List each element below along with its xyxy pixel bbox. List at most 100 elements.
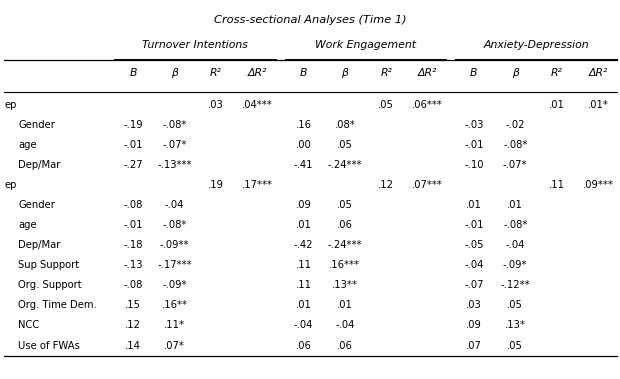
Text: -.07*: -.07* <box>503 160 528 170</box>
Text: .06: .06 <box>337 340 353 351</box>
Text: .04***: .04*** <box>242 100 273 110</box>
Text: Org. Support: Org. Support <box>18 280 82 290</box>
Text: -.01: -.01 <box>464 140 484 150</box>
Text: -.08*: -.08* <box>503 220 528 230</box>
Text: -.24***: -.24*** <box>327 160 362 170</box>
Text: .16***: .16*** <box>329 260 360 270</box>
Text: -.04: -.04 <box>335 320 355 330</box>
Text: -.01: -.01 <box>123 140 143 150</box>
Text: .09: .09 <box>466 320 482 330</box>
Text: ep: ep <box>4 100 17 110</box>
Text: Gender: Gender <box>18 200 55 210</box>
Text: Turnover Intentions: Turnover Intentions <box>142 40 248 50</box>
Text: -.10: -.10 <box>464 160 484 170</box>
Text: Dep/Mar: Dep/Mar <box>18 160 60 170</box>
Text: -.02: -.02 <box>505 120 525 130</box>
Text: Sup Support: Sup Support <box>18 260 79 270</box>
Text: B: B <box>299 68 308 78</box>
Text: .01: .01 <box>549 100 565 110</box>
Text: .07***: .07*** <box>412 180 443 190</box>
Text: .05: .05 <box>507 301 523 310</box>
Text: -.18: -.18 <box>123 240 143 250</box>
Text: .11: .11 <box>296 260 311 270</box>
Text: R²: R² <box>380 68 392 78</box>
Text: -.08*: -.08* <box>162 220 187 230</box>
Text: .13*: .13* <box>505 320 526 330</box>
Text: -.01: -.01 <box>123 220 143 230</box>
Text: .17***: .17*** <box>242 180 273 190</box>
Text: -.41: -.41 <box>294 160 313 170</box>
Text: .12: .12 <box>378 180 394 190</box>
Text: -.42: -.42 <box>294 240 313 250</box>
Text: R²: R² <box>210 68 222 78</box>
Text: .08*: .08* <box>335 120 355 130</box>
Text: B: B <box>130 68 137 78</box>
Text: Dep/Mar: Dep/Mar <box>18 240 60 250</box>
Text: .15: .15 <box>125 301 141 310</box>
Text: .16: .16 <box>296 120 311 130</box>
Text: -.17***: -.17*** <box>157 260 192 270</box>
Text: Gender: Gender <box>18 120 55 130</box>
Text: .06***: .06*** <box>412 100 443 110</box>
Text: -.27: -.27 <box>123 160 143 170</box>
Text: -.08*: -.08* <box>162 120 187 130</box>
Text: .13**: .13** <box>332 280 358 290</box>
Text: -.13: -.13 <box>123 260 143 270</box>
Text: -.05: -.05 <box>464 240 484 250</box>
Text: .07*: .07* <box>164 340 185 351</box>
Text: -.08*: -.08* <box>503 140 528 150</box>
Text: Org. Time Dem.: Org. Time Dem. <box>18 301 97 310</box>
Text: ΔR²: ΔR² <box>418 68 437 78</box>
Text: -.19: -.19 <box>123 120 143 130</box>
Text: .07: .07 <box>466 340 482 351</box>
Text: -.08: -.08 <box>123 280 143 290</box>
Text: -.01: -.01 <box>464 220 484 230</box>
Text: .01: .01 <box>296 220 311 230</box>
Text: -.09*: -.09* <box>503 260 528 270</box>
Text: .01: .01 <box>337 301 353 310</box>
Text: .01: .01 <box>507 200 523 210</box>
Text: .11: .11 <box>296 280 311 290</box>
Text: .11: .11 <box>549 180 565 190</box>
Text: .03: .03 <box>466 301 482 310</box>
Text: .06: .06 <box>296 340 311 351</box>
Text: .11*: .11* <box>164 320 185 330</box>
Text: .05: .05 <box>507 340 523 351</box>
Text: age: age <box>18 140 37 150</box>
Text: .06: .06 <box>337 220 353 230</box>
Text: Anxiety-Depression: Anxiety-Depression <box>483 40 589 50</box>
Text: Work Engagement: Work Engagement <box>315 40 416 50</box>
Text: β: β <box>171 68 178 78</box>
Text: -.08: -.08 <box>123 200 143 210</box>
Text: .05: .05 <box>378 100 394 110</box>
Text: .19: .19 <box>208 180 224 190</box>
Text: .01*: .01* <box>588 100 608 110</box>
Text: .16**: .16** <box>162 301 187 310</box>
Text: .05: .05 <box>337 140 353 150</box>
Text: -.24***: -.24*** <box>327 240 362 250</box>
Text: -.09*: -.09* <box>162 280 187 290</box>
Text: .00: .00 <box>296 140 311 150</box>
Text: -.13***: -.13*** <box>157 160 192 170</box>
Text: -.04: -.04 <box>505 240 525 250</box>
Text: Use of FWAs: Use of FWAs <box>18 340 80 351</box>
Text: ep: ep <box>4 180 17 190</box>
Text: .03: .03 <box>208 100 224 110</box>
Text: .05: .05 <box>337 200 353 210</box>
Text: -.04: -.04 <box>464 260 484 270</box>
Text: Cross-sectional Analyses (Time 1): Cross-sectional Analyses (Time 1) <box>214 14 406 25</box>
Text: B: B <box>470 68 477 78</box>
Text: β: β <box>512 68 519 78</box>
Text: NCC: NCC <box>18 320 39 330</box>
Text: .14: .14 <box>125 340 141 351</box>
Text: age: age <box>18 220 37 230</box>
Text: ΔR²: ΔR² <box>588 68 608 78</box>
Text: -.04: -.04 <box>294 320 313 330</box>
Text: R²: R² <box>551 68 562 78</box>
Text: .12: .12 <box>125 320 141 330</box>
Text: -.07: -.07 <box>464 280 484 290</box>
Text: β: β <box>342 68 348 78</box>
Text: .09: .09 <box>296 200 311 210</box>
Text: .01: .01 <box>296 301 311 310</box>
Text: -.03: -.03 <box>464 120 484 130</box>
